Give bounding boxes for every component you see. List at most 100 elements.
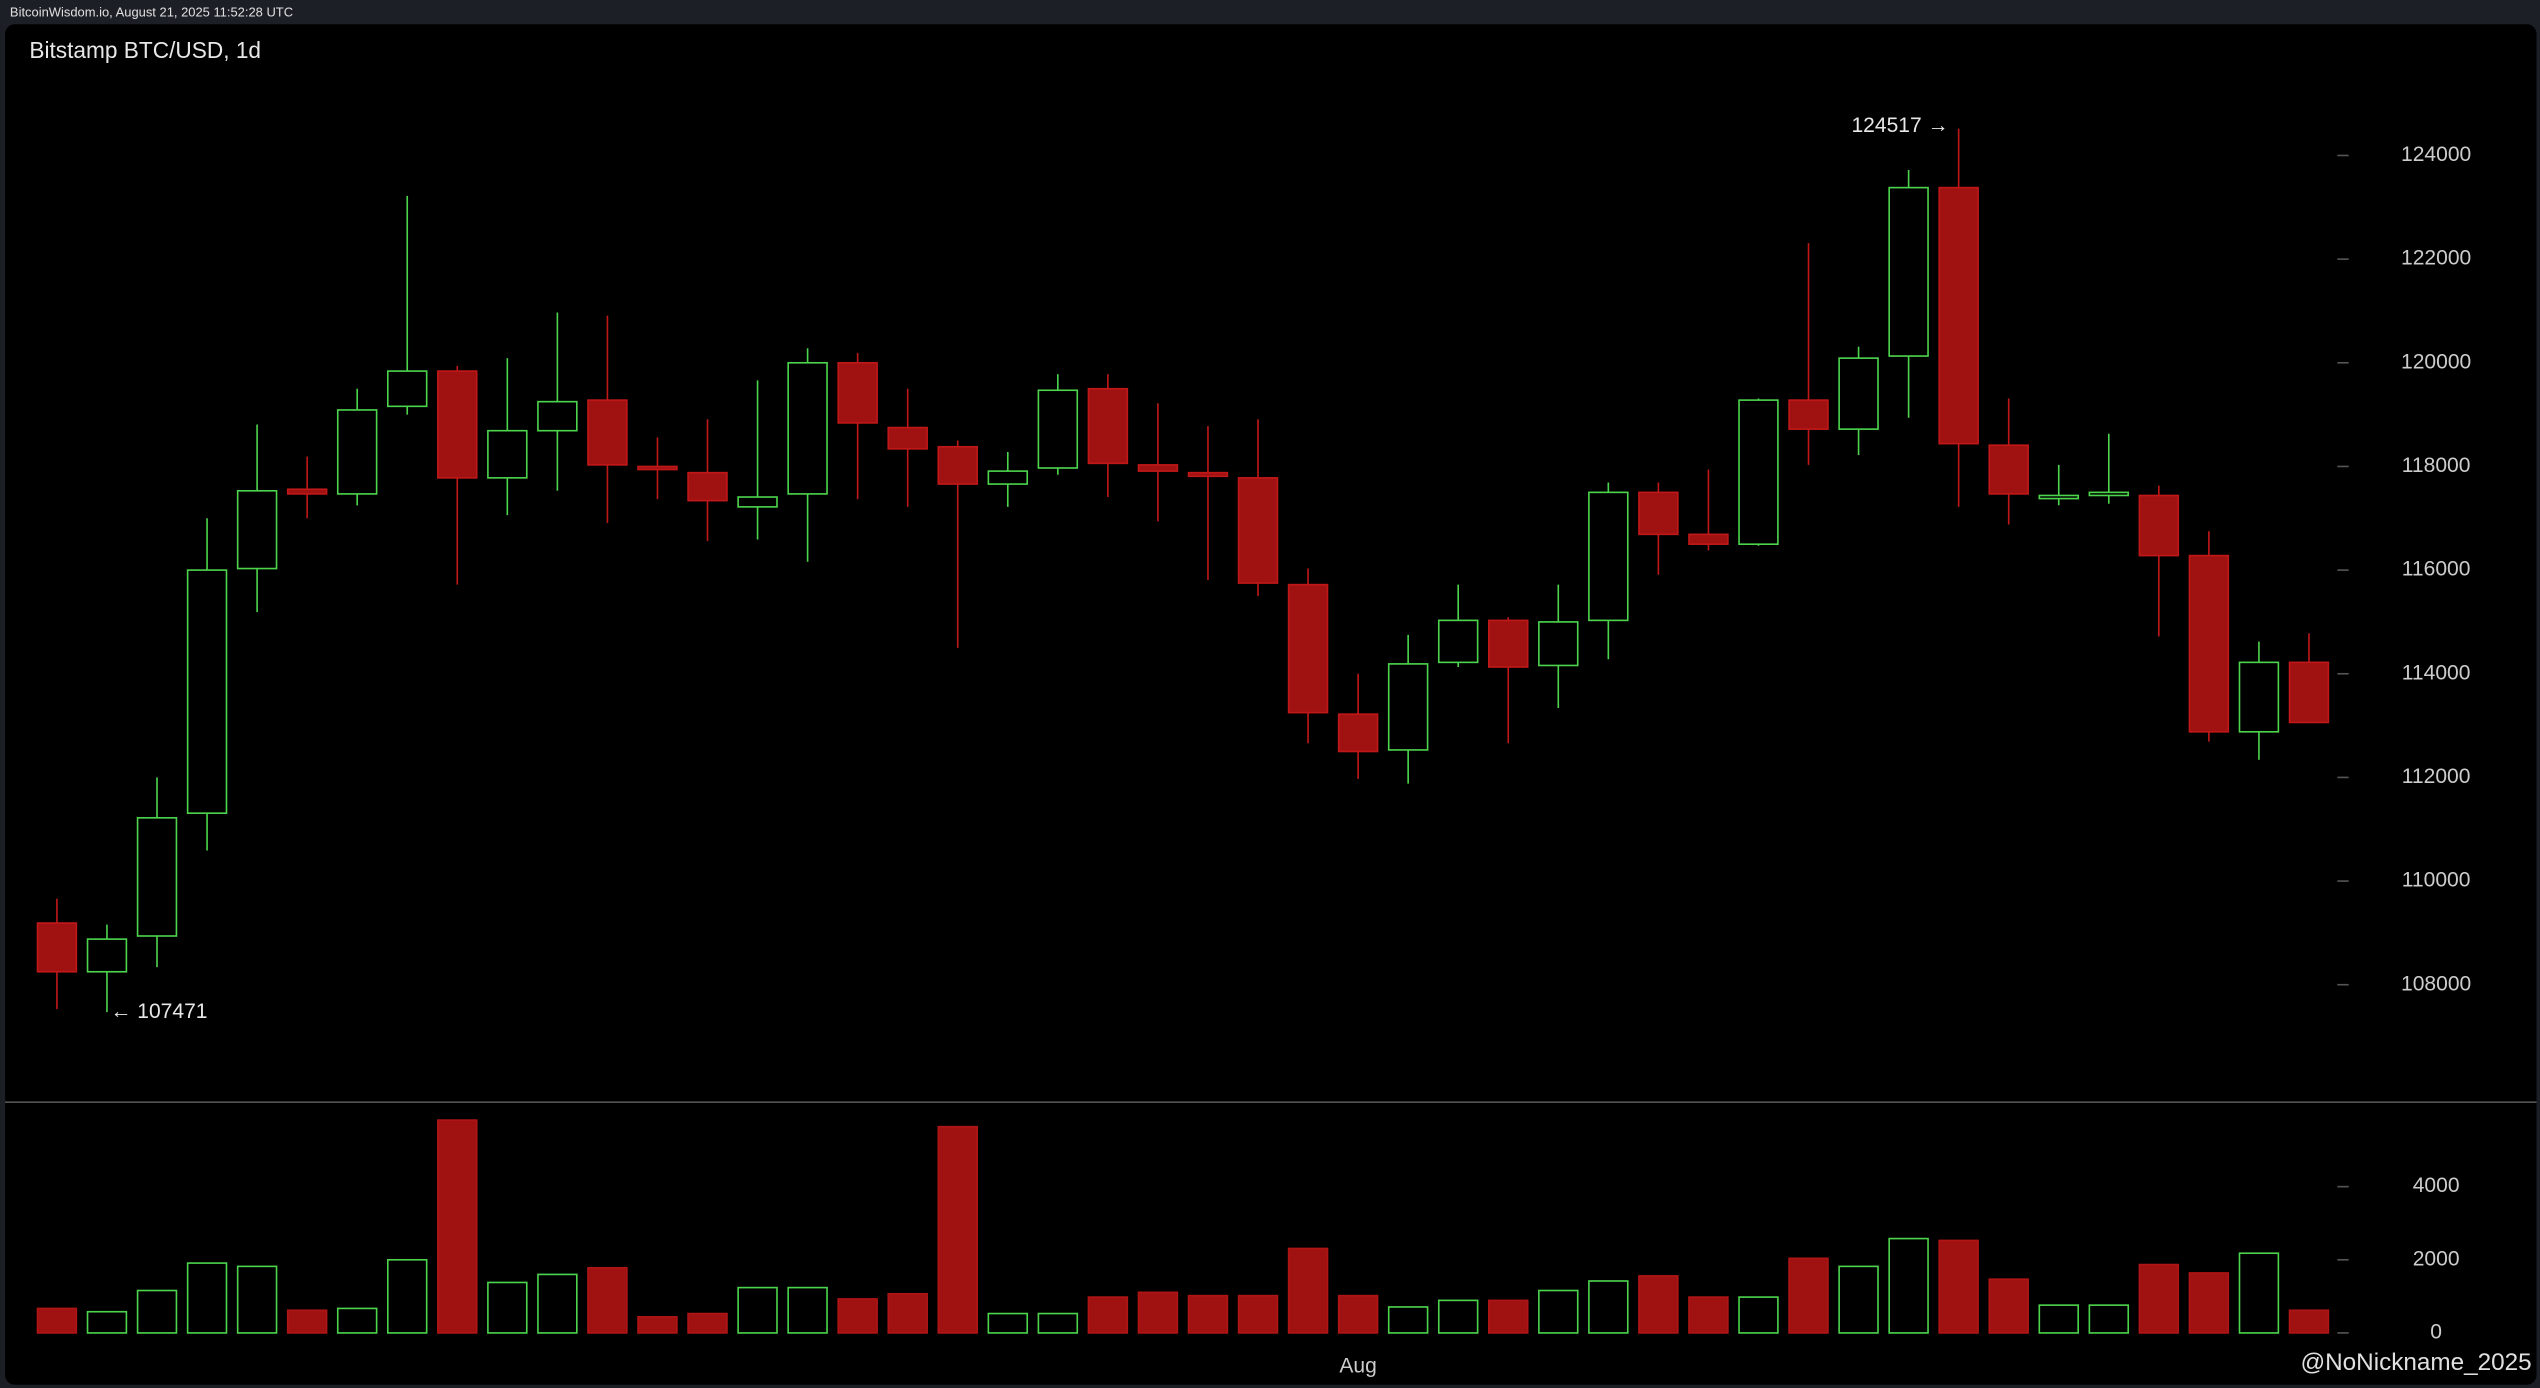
volume-bar [1788, 1257, 1829, 1334]
volume-bar [1437, 1299, 1479, 1334]
candle-body [1437, 619, 1479, 664]
volume-bar [2188, 1272, 2230, 1334]
candle-body [737, 496, 778, 508]
candle-body [1237, 477, 1279, 584]
candle-body [36, 922, 78, 973]
volume-bar [336, 1307, 378, 1334]
candle-body [1938, 186, 1979, 445]
candle-body [1988, 444, 2029, 495]
volume-bar [2088, 1304, 2130, 1334]
volume-bar [186, 1262, 228, 1334]
y-tick-label: 112000 [2402, 765, 2471, 788]
volume-bar [1337, 1294, 1379, 1334]
volume-bar [1988, 1278, 2029, 1334]
candle-body [1337, 713, 1379, 753]
volume-bar [1387, 1306, 1429, 1334]
volume-bar [937, 1125, 978, 1334]
candle-body [186, 569, 228, 814]
volume-bar [136, 1289, 178, 1334]
volume-bar [1137, 1291, 1179, 1334]
volume-bar [1187, 1294, 1229, 1334]
volume-bar [286, 1309, 328, 1334]
candle-body [1538, 621, 1579, 667]
candle-body [336, 409, 378, 495]
candle-body [1187, 471, 1229, 478]
candle-body [2288, 661, 2330, 724]
volume-bar [837, 1298, 878, 1334]
watermark: @NoNickname_2025 [2300, 1349, 2531, 1376]
candle-body [787, 361, 828, 495]
y-tick-label: 122000 [2401, 247, 2471, 270]
y-tick-label: 124000 [2401, 143, 2471, 166]
candle-body [1588, 491, 1629, 622]
candle-body [1487, 619, 1529, 668]
high-annotation: 124517 → [1851, 114, 1948, 137]
candle-body [386, 370, 428, 408]
candle-body [1738, 399, 1779, 545]
volume-tick-label: 4000 [2413, 1174, 2460, 1197]
volume-bar [487, 1281, 528, 1334]
volume-tick-label: 2000 [2413, 1247, 2460, 1270]
volume-bar [2138, 1263, 2180, 1334]
candle-body [487, 429, 528, 479]
candle-body [587, 399, 628, 466]
volume-bar [687, 1312, 728, 1334]
low-annotation: ← 107471 [110, 1000, 207, 1023]
volume-bar [1638, 1275, 1679, 1334]
candle-body [236, 489, 278, 570]
candle-body [1287, 583, 1329, 714]
x-tick-label: Aug [1339, 1355, 1376, 1378]
volume-bar [887, 1292, 928, 1334]
volume-bar [386, 1258, 428, 1334]
candle-body [887, 426, 928, 450]
volume-bar [2288, 1309, 2330, 1334]
candle-body [2188, 554, 2230, 733]
volume-tick-label: 0 [2430, 1320, 2442, 1343]
volume-bar [1938, 1239, 1979, 1334]
candle-body [1087, 387, 1129, 465]
y-tick-label: 120000 [2401, 350, 2471, 373]
volume-bar [987, 1312, 1029, 1334]
candle-body [1638, 491, 1679, 536]
y-tick-label: 110000 [2402, 869, 2471, 892]
candle-body [1888, 186, 1929, 357]
volume-bar [1838, 1265, 1879, 1334]
y-tick-label: 114000 [2402, 661, 2471, 684]
volume-bar [787, 1286, 828, 1334]
y-tick-label: 116000 [2402, 558, 2471, 581]
candle-body [537, 400, 578, 432]
volume-bar [1888, 1237, 1929, 1334]
header-text: BitcoinWisdom.io, August 21, 2025 11:52:… [10, 4, 293, 19]
candle-body [637, 465, 678, 471]
candle-body [2088, 491, 2130, 497]
candle-body [2038, 494, 2079, 500]
chart-area [5, 24, 2537, 1385]
candle-body [136, 817, 178, 937]
volume-bar [1538, 1289, 1579, 1334]
volume-bar [86, 1310, 128, 1334]
volume-bar [1487, 1299, 1529, 1334]
volume-bar [737, 1286, 778, 1334]
candle-body [837, 361, 878, 424]
candle-body [1688, 533, 1729, 545]
volume-bar [1688, 1296, 1729, 1334]
volume-bar [1588, 1280, 1629, 1334]
candle-body [987, 470, 1029, 485]
chart-title: Bitstamp BTC/USD, 1d [29, 37, 261, 63]
volume-bar [1237, 1294, 1279, 1334]
volume-bar [1738, 1296, 1779, 1334]
volume-bar [537, 1273, 578, 1334]
candle-body [2138, 494, 2180, 557]
candle-body [1137, 464, 1179, 472]
volume-bar [1087, 1296, 1129, 1334]
candle-body [687, 471, 728, 502]
y-tick-label: 108000 [2401, 972, 2471, 995]
volume-bar [1037, 1312, 1079, 1334]
volume-bar [36, 1307, 78, 1334]
volume-bar [587, 1267, 628, 1334]
candle-body [2238, 661, 2280, 733]
volume-bar [637, 1316, 678, 1334]
volume-bar [2238, 1252, 2280, 1334]
